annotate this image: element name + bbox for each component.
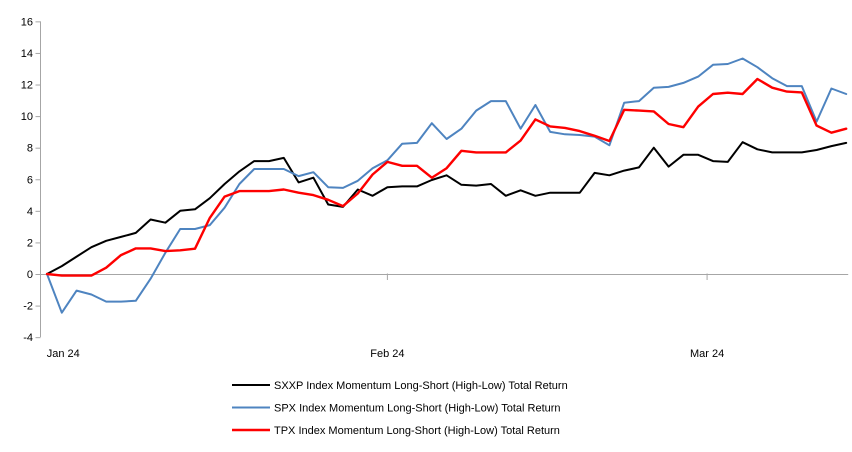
y-tick-label: 10 — [21, 111, 33, 123]
y-tick-label: 0 — [27, 269, 33, 281]
legend-label-tpx: TPX Index Momentum Long-Short (High-Low)… — [274, 425, 560, 437]
y-tick-label: 4 — [27, 206, 33, 218]
legend-label-spx: SPX Index Momentum Long-Short (High-Low)… — [274, 403, 561, 415]
y-tick-label: 12 — [21, 80, 33, 92]
series-line-tpx — [45, 77, 848, 277]
y-tick-label: 6 — [27, 174, 33, 186]
series-line-sxxp — [46, 141, 848, 275]
y-tick-label: -4 — [23, 332, 33, 344]
legend-label-sxxp: SXXP Index Momentum Long-Short (High-Low… — [274, 380, 568, 392]
x-axis-label: Mar 24 — [690, 348, 724, 360]
x-axis-label: Jan 24 — [47, 348, 80, 360]
series-line-spx — [46, 57, 848, 314]
y-tick-label: 2 — [27, 237, 33, 249]
y-tick-label: 14 — [21, 48, 33, 60]
y-tick-label: -2 — [23, 301, 33, 313]
x-axis-label: Feb 24 — [370, 348, 404, 360]
y-tick-label: 16 — [21, 16, 33, 28]
y-tick-label: 8 — [27, 143, 33, 155]
